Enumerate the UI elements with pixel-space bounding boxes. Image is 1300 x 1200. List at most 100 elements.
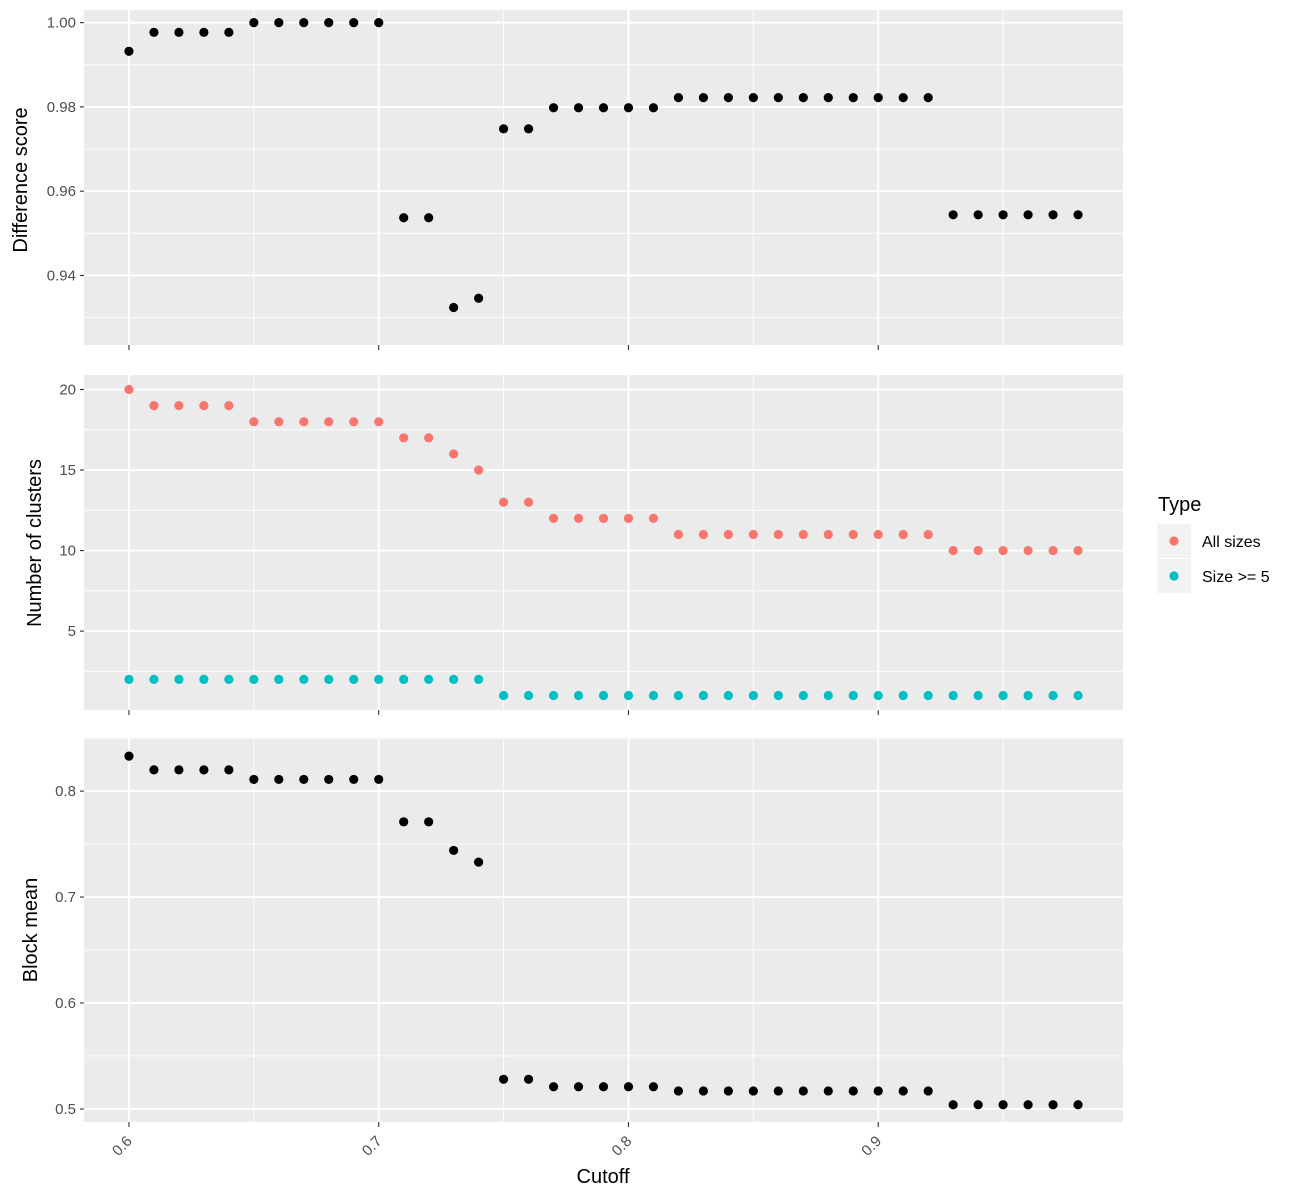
difference-score-panel: 0.94 0.96 0.98 1.00 Difference score [10,10,1123,350]
data-point [698,1086,709,1096]
data-point [773,93,783,103]
data-point-series-1 [673,690,684,701]
y-tick-label: 0.8 [55,783,76,800]
y-tick-label: 15 [59,462,76,479]
data-point [174,27,184,37]
legend-key-1 [1169,571,1179,581]
data-point [149,765,159,775]
data-point-series-0 [598,513,609,523]
data-point-series-0 [199,401,209,411]
data-point [474,857,484,867]
data-point-series-0 [548,513,559,523]
data-point [848,93,858,103]
data-point [998,210,1008,220]
data-point-series-0 [773,529,783,540]
data-point-series-1 [474,674,484,684]
data-point-series-0 [399,433,409,443]
data-point [324,774,334,785]
panel-background [84,375,1123,710]
block-mean-panel: 0.5 0.6 0.7 0.8 0.6 0.7 0.8 0.9 Block mean [20,737,1123,1160]
data-point [848,1086,858,1096]
data-point-series-1 [424,674,434,684]
data-point-series-1 [748,690,758,701]
data-point [573,1082,584,1092]
x-axis-title-cutoff: Cutoff [577,1166,630,1188]
data-point-series-1 [548,690,559,701]
data-point-series-0 [798,529,808,540]
y-tick-label: 20 [59,381,76,398]
legend-items: All sizes Size >= 5 [1157,524,1270,593]
data-point-series-1 [598,690,609,701]
data-point [948,210,958,220]
data-point-series-1 [998,690,1008,701]
data-point [124,46,134,56]
data-point [249,774,259,785]
data-point [948,1100,958,1110]
y-axis-title-block-mean: Block mean [20,878,42,983]
data-point [898,93,908,103]
data-point-series-0 [374,417,384,427]
data-point [573,103,584,113]
x-axis-ticks: 0.6 0.7 0.8 0.9 [109,1122,885,1160]
x-axis-ticks [128,345,879,350]
data-point-series-1 [299,674,309,684]
data-point [249,18,259,28]
data-point [299,18,309,28]
data-point-series-0 [998,545,1008,556]
data-point-series-0 [424,433,434,443]
data-point-series-0 [898,529,908,540]
data-point-series-0 [174,401,184,411]
data-point [598,1082,609,1092]
data-point-series-0 [449,449,459,459]
x-axis-ticks [128,710,879,715]
data-point-series-1 [923,690,933,701]
panel-points [124,751,1083,1110]
data-point-series-1 [798,690,808,701]
legend-label-0: All sizes [1202,534,1261,551]
data-point-series-0 [673,529,684,540]
data-point-series-1 [124,674,134,684]
data-point-series-1 [1048,690,1058,701]
data-point-series-1 [274,674,284,684]
data-point [973,210,983,220]
data-point-series-1 [324,674,334,684]
data-point-series-0 [299,417,309,427]
data-point-series-0 [523,497,534,507]
data-point-series-1 [873,690,883,701]
data-point [374,18,384,28]
data-point-series-1 [349,674,359,684]
data-point [623,103,634,113]
data-point [449,845,459,856]
data-point [349,774,359,785]
data-point [748,93,758,103]
data-point [773,1086,783,1096]
data-point [498,124,509,134]
data-point-series-1 [848,690,858,701]
data-point-series-0 [648,513,659,523]
data-point-series-0 [698,529,709,540]
data-point-series-1 [498,690,509,701]
y-tick-label: 0.7 [55,889,76,906]
legend-label-1: Size >= 5 [1202,569,1270,586]
data-point [424,213,434,223]
data-point [523,1074,534,1084]
y-axis-ticks: 0.94 0.96 0.98 1.00 [47,15,84,284]
data-point [798,1086,808,1096]
data-point-series-0 [748,529,758,540]
data-point-series-0 [498,497,509,507]
x-tick-label: 0.9 [858,1133,885,1160]
data-point [998,1100,1008,1110]
data-point [673,93,684,103]
data-point-series-0 [723,529,733,540]
data-point-series-1 [374,674,384,684]
data-point-series-1 [648,690,659,701]
data-point-series-1 [723,690,733,701]
data-point-series-1 [199,674,209,684]
data-point [474,293,484,303]
data-point [299,774,309,785]
data-point-series-1 [698,690,709,701]
data-point [1073,210,1083,220]
number-of-clusters-panel: 5 10 15 20 Number of clusters [24,375,1123,715]
data-point [224,27,234,37]
x-tick-label: 0.6 [109,1133,136,1160]
